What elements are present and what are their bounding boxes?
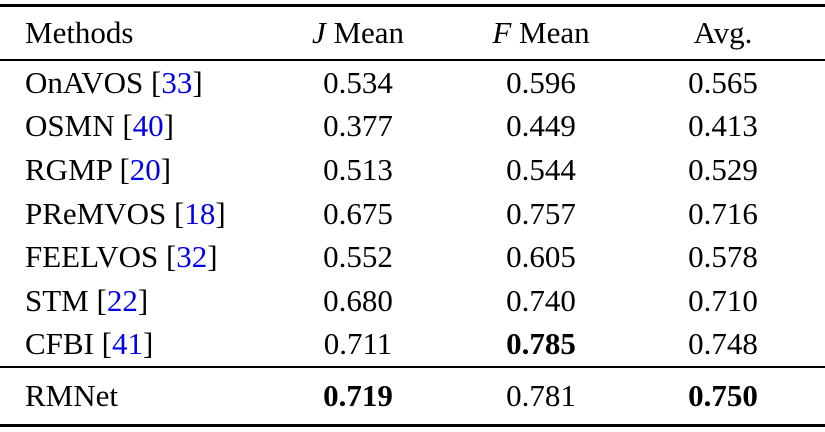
bottom-rule <box>0 424 825 427</box>
table-row: OnAVOS [33] 0.534 0.596 0.565 <box>0 61 825 105</box>
method-name: STM <box>25 282 89 318</box>
top-rule <box>0 4 825 7</box>
citation-link[interactable]: 32 <box>176 239 208 275</box>
f-mean-cell: 0.785 <box>506 326 576 362</box>
method-name: CFBI <box>25 326 94 362</box>
j-mean-cell: 0.680 <box>323 282 393 318</box>
citation-link[interactable]: 18 <box>184 195 216 231</box>
method-name: PReMVOS <box>25 195 167 231</box>
avg-cell: 0.578 <box>688 239 758 275</box>
citation-bracket-open: [ <box>96 282 107 318</box>
citation-link[interactable]: 33 <box>161 64 193 100</box>
j-mean-cell: 0.534 <box>323 64 393 100</box>
j-mean-cell: 0.552 <box>323 239 393 275</box>
f-mean-cell: 0.781 <box>506 378 576 413</box>
avg-cell: 0.529 <box>688 151 758 187</box>
table-row: PReMVOS [18] 0.675 0.757 0.716 <box>0 192 825 236</box>
avg-cell: 0.413 <box>688 108 758 144</box>
footer-rule <box>0 366 825 368</box>
citation-bracket-close: ] <box>137 282 149 318</box>
citation: [40] <box>122 108 174 143</box>
citation-bracket-close: ] <box>160 151 172 187</box>
col-header-methods: Methods <box>25 15 134 50</box>
mathcal-j-symbol: J <box>311 15 326 50</box>
table-row: OSMN [40] 0.377 0.449 0.413 <box>0 105 825 149</box>
method-cell: PReMVOS [18] <box>0 196 268 232</box>
citation: [22] <box>97 283 149 318</box>
citation-bracket-close: ] <box>143 326 154 362</box>
method-cell: FEELVOS [32] <box>0 239 268 275</box>
f-mean-cell: 0.605 <box>506 239 576 275</box>
col-header-avg: Avg. <box>693 15 753 50</box>
citation: [20] <box>119 152 171 187</box>
method-cell: STM [22] <box>0 283 268 319</box>
method-cell: CFBI [41] <box>0 326 268 362</box>
table-row: RGMP [20] 0.513 0.544 0.529 <box>0 148 825 192</box>
citation-bracket-open: [ <box>122 108 133 144</box>
citation-bracket-open: [ <box>151 64 162 100</box>
table-body: OnAVOS [33] 0.534 0.596 0.565 OSMN [40] … <box>0 61 825 366</box>
method-name: OnAVOS <box>25 64 144 100</box>
table-row: FEELVOS [32] 0.552 0.605 0.578 <box>0 235 825 279</box>
citation-bracket-open: [ <box>174 195 185 231</box>
j-mean-cell: 0.513 <box>323 151 393 187</box>
method-name: RMNet <box>25 378 118 413</box>
avg-cell: 0.710 <box>688 282 758 318</box>
j-mean-cell: 0.719 <box>323 378 393 413</box>
citation-bracket-close: ] <box>163 108 174 144</box>
citation-bracket-open: [ <box>119 151 130 187</box>
col-header-f-mean: F Mean <box>448 15 634 51</box>
method-name: OSMN <box>25 108 115 144</box>
footer-row: RMNet 0.719 0.781 0.750 <box>0 368 825 424</box>
table-row: CFBI [41] 0.711 0.785 0.748 <box>0 322 825 366</box>
method-cell: OSMN [40] <box>0 108 268 144</box>
citation-link[interactable]: 40 <box>132 108 164 144</box>
col-header-j-mean-label: Mean <box>333 15 405 50</box>
mathcal-f-symbol: F <box>492 15 512 50</box>
table-row: STM [22] 0.680 0.740 0.710 <box>0 279 825 323</box>
method-name: FEELVOS <box>25 239 159 275</box>
f-mean-cell: 0.757 <box>506 195 576 231</box>
j-mean-cell: 0.711 <box>323 326 393 362</box>
citation-bracket-close: ] <box>207 239 218 275</box>
method-name: RGMP <box>25 151 112 187</box>
citation: [33] <box>151 65 203 100</box>
avg-cell: 0.565 <box>688 64 758 100</box>
citation: [32] <box>166 239 218 274</box>
method-cell: OnAVOS [33] <box>0 65 268 101</box>
avg-cell: 0.716 <box>688 195 758 231</box>
citation-bracket-open: [ <box>101 326 112 362</box>
col-header-f-mean-label: Mean <box>519 15 590 50</box>
citation-bracket-close: ] <box>215 195 226 231</box>
citation: [41] <box>102 326 154 361</box>
f-mean-cell: 0.449 <box>506 108 576 144</box>
col-header-j-mean: J Mean <box>268 15 448 51</box>
avg-cell: 0.750 <box>688 378 758 413</box>
citation-link[interactable]: 20 <box>129 151 161 187</box>
citation-link[interactable]: 22 <box>106 282 138 318</box>
j-mean-cell: 0.377 <box>323 108 393 144</box>
f-mean-cell: 0.740 <box>506 282 576 318</box>
f-mean-cell: 0.544 <box>506 151 576 187</box>
citation-link[interactable]: 41 <box>112 326 143 362</box>
method-cell: RGMP [20] <box>0 152 268 188</box>
citation-bracket-open: [ <box>165 239 177 275</box>
citation-bracket-close: ] <box>192 64 203 100</box>
citation: [18] <box>174 196 226 231</box>
header-row: Methods J Mean F Mean Avg. <box>0 7 825 59</box>
header-rule <box>0 59 825 61</box>
method-cell: RMNet <box>0 378 268 414</box>
f-mean-cell: 0.596 <box>506 64 576 100</box>
avg-cell: 0.748 <box>688 326 758 362</box>
j-mean-cell: 0.675 <box>323 195 393 231</box>
